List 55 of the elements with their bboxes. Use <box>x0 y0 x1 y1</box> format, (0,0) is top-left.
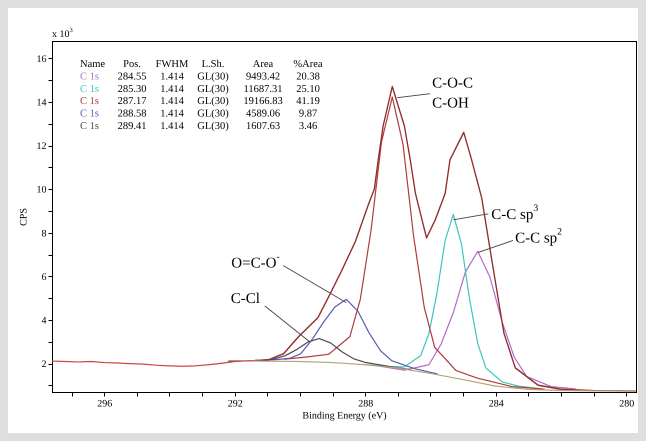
annotation: 9493.42 <box>246 71 280 82</box>
annotation: 9.87 <box>298 108 318 120</box>
y-tick-label: 4 <box>42 316 46 327</box>
annotation: GL(30) <box>197 71 230 82</box>
annotation: C-O-C <box>432 76 474 92</box>
annotation: C 1s <box>80 121 99 132</box>
y-tick-label: 16 <box>36 54 46 65</box>
x-tick-label: 280 <box>619 398 634 410</box>
annotation: 41.19 <box>296 96 320 108</box>
annotation: %Area <box>293 59 323 70</box>
x-tick-label: 292 <box>228 398 243 410</box>
annotation: 25.10 <box>296 84 320 95</box>
annotation: Area <box>252 59 274 70</box>
annotation: C-OH <box>432 96 470 112</box>
y-tick-label: 14 <box>36 98 46 109</box>
annotation: GL(30) <box>197 96 230 108</box>
annotation: GL(30) <box>197 84 230 95</box>
annotation: 1.414 <box>160 71 185 82</box>
y-tick-label: 12 <box>36 141 46 152</box>
annotation: 1607.63 <box>246 121 280 132</box>
annotation: 284.55 <box>118 71 146 82</box>
annotation: 1.414 <box>160 84 185 95</box>
annotation: 285.30 <box>118 84 146 95</box>
annotation: 4589.06 <box>246 108 280 120</box>
x-tick-label: 284 <box>488 398 504 410</box>
x-tick-label: 288 <box>358 398 374 410</box>
annotation: C-Cl <box>230 290 260 307</box>
y-tick-label: 6 <box>42 272 46 283</box>
annotation: 20.38 <box>296 71 320 82</box>
annotation: L.Sh. <box>202 59 224 70</box>
annotation: Pos. <box>123 59 141 70</box>
annotation: 1.414 <box>160 108 185 120</box>
annotation: O=C-O- <box>231 252 280 272</box>
annotation: 19166.83 <box>243 96 283 108</box>
annotation: GL(30) <box>197 121 230 132</box>
y-tick-label: 8 <box>42 228 46 240</box>
annotation: C 1s <box>80 84 99 95</box>
x-tick-label: 296 <box>97 398 112 410</box>
annotation: GL(30) <box>197 108 230 120</box>
annotation: 11687.31 <box>244 84 283 95</box>
annotation: C 1s <box>80 96 99 108</box>
annotation: Name <box>80 59 106 70</box>
annotation: FWHM <box>156 59 189 70</box>
annotation: 288.58 <box>118 108 146 120</box>
y-tick-label: 10 <box>36 184 46 196</box>
annotation: 289.41 <box>118 121 146 132</box>
annotation: 1.414 <box>160 121 185 132</box>
y-tick-label: 2 <box>42 359 46 370</box>
annotation: 287.17 <box>118 96 146 108</box>
annotation: C 1s <box>80 71 99 82</box>
x-axis-title: Binding Energy (eV) <box>302 410 387 422</box>
y-axis-title: CPS <box>18 208 30 226</box>
annotation: 1.414 <box>160 96 185 108</box>
annotation: 3.46 <box>298 121 318 132</box>
annotation: C 1s <box>80 108 99 120</box>
